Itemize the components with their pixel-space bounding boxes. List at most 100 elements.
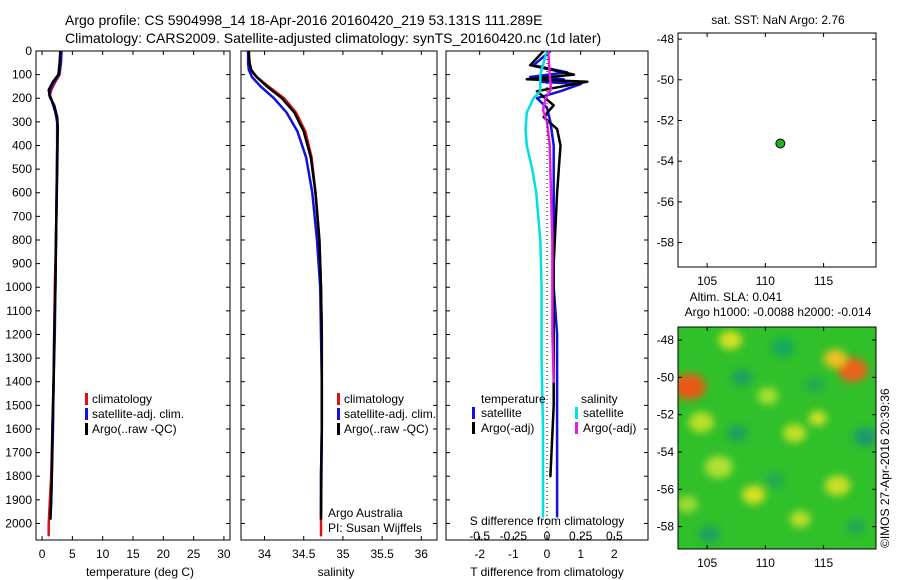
- legend-swatch-argo: [337, 423, 340, 435]
- sla-anomaly-patch: [688, 411, 715, 433]
- sla-anomaly-patch: [742, 485, 766, 505]
- legend-swatch-t-satellite: [472, 407, 475, 419]
- x-tick-label: 0: [39, 547, 46, 561]
- t-difference-x-axis-label: T difference from climatology: [470, 565, 624, 579]
- depth-tick-label: 0: [25, 44, 32, 58]
- legend-label-t-argo: Argo(-adj): [481, 421, 534, 435]
- depth-tick-label: 1900: [5, 493, 32, 507]
- legend-swatch-s-argo: [575, 422, 578, 434]
- depth-tick-label: 700: [12, 209, 32, 223]
- s-axis-tick-label: 0.25: [569, 529, 593, 543]
- sla-anomaly-patch: [804, 377, 824, 393]
- x-tick-label: 1: [577, 547, 584, 561]
- lon-tick-label: 115: [814, 274, 833, 288]
- lat-tick-label: -48: [657, 32, 675, 46]
- temperature-plot-frame: [35, 50, 231, 541]
- x-tick-label: 35: [336, 547, 350, 561]
- legend-title-temperature: temperature: [481, 392, 546, 406]
- depth-tick-label: 1200: [5, 327, 32, 341]
- legend-label-climatology: climatology: [92, 392, 152, 406]
- difference-legend: temperature salinity satellite Argo(-adj…: [472, 392, 636, 435]
- salinity-plot-frame: [240, 50, 438, 541]
- legend-swatch-t-argo: [472, 422, 475, 434]
- figure-title-line1: Argo profile: CS 5904998_14 18-Apr-2016 …: [65, 12, 542, 28]
- legend-swatch-satellite: [85, 408, 88, 420]
- legend-label-t-satellite: satellite: [481, 406, 522, 420]
- temperature-legend: climatology satellite-adj. clim. Argo(..…: [85, 392, 184, 436]
- sla-anomaly-patch: [824, 475, 851, 496]
- temperature-x-axis-label: temperature (deg C): [86, 565, 194, 579]
- depth-tick-label: 1400: [5, 375, 32, 389]
- series-line-temperature-argo-adj: [525, 51, 589, 478]
- depth-tick-label: 1700: [5, 446, 32, 460]
- sla-map-frame: [677, 326, 877, 550]
- s-axis-tick-label: -0.5: [469, 529, 490, 543]
- x-tick-label: -2: [474, 547, 485, 561]
- series-line-argo-raw-qc: [247, 51, 324, 520]
- argo-float-position-marker: [775, 138, 786, 149]
- x-tick-label: -1: [508, 547, 519, 561]
- legend-label-climatology: climatology: [344, 392, 404, 406]
- sst-map-panel: sat. SST: NaN Argo: 2.76 105 110 115 -48 -50…: [657, 13, 877, 288]
- sla-anomaly-patch: [837, 357, 868, 383]
- sla-map-subtitle: Argo h1000: -0.0088 h2000: -0.014: [685, 305, 872, 319]
- legend-swatch-s-satellite: [575, 407, 578, 419]
- series-line-salinity-satellite: [524, 51, 549, 518]
- sla-anomaly-patch: [808, 410, 828, 426]
- sla-anomaly-patch: [678, 495, 698, 513]
- lat-tick-label: -58: [657, 520, 675, 534]
- x-tick-label: 20: [157, 547, 171, 561]
- sla-anomaly-patch: [789, 510, 811, 528]
- sla-map-panel: Altim. SLA: 0.041 Argo h1000: -0.0088 h2…: [657, 290, 877, 570]
- depth-tick-label: 800: [12, 233, 32, 247]
- legend-title-salinity: salinity: [581, 392, 618, 406]
- pi-annotation: PI: Susan Wijffels: [328, 521, 422, 535]
- legend-label-s-satellite: satellite: [583, 406, 624, 420]
- sla-anomaly-patch: [698, 525, 720, 543]
- sla-anomaly-patch: [765, 472, 784, 488]
- x-tick-label: 10: [96, 547, 110, 561]
- lat-tick-label: -50: [657, 73, 675, 87]
- depth-tick-label: 900: [12, 257, 32, 271]
- depth-tick-label: 1300: [5, 351, 32, 365]
- sla-anomaly-patch: [771, 338, 795, 357]
- depth-tick-label: 1800: [5, 469, 32, 483]
- depth-tick-label: 300: [12, 115, 32, 129]
- x-tick-label: 34.5: [292, 547, 316, 561]
- lon-tick-label: 110: [756, 274, 775, 288]
- sla-anomaly-patch: [823, 349, 847, 369]
- s-axis-tick-label: -0.25: [500, 529, 528, 543]
- salinity-legend: climatology satellite-adj. clim. Argo(..…: [337, 392, 436, 436]
- salinity-x-axis-label: salinity: [318, 565, 355, 579]
- figure-title-line2: Climatology: CARS2009. Satellite-adjuste…: [65, 30, 601, 46]
- sla-anomaly-patch: [726, 424, 748, 442]
- lat-tick-label: -56: [657, 482, 675, 496]
- sla-anomaly-patch: [704, 455, 733, 479]
- legend-label-s-argo: Argo(-adj): [583, 421, 636, 435]
- lat-tick-label: -56: [657, 195, 675, 209]
- x-tick-label: 0: [544, 547, 551, 561]
- sst-map-frame: [677, 32, 877, 268]
- lon-tick-label: 115: [814, 556, 833, 570]
- lat-tick-label: -48: [657, 333, 675, 347]
- sst-map-title: sat. SST: NaN Argo: 2.76: [711, 13, 845, 27]
- salinity-profile-panel: 34 34.5 35 35.5 36 salinity climatology sate…: [240, 50, 438, 579]
- depth-tick-label: 400: [12, 138, 32, 152]
- legend-swatch-climatology: [85, 393, 88, 405]
- legend-label-argo: Argo(..raw -QC): [344, 422, 429, 436]
- x-tick-label: 15: [126, 547, 140, 561]
- series-line-salinity-argo-adj: [541, 51, 555, 383]
- legend-swatch-argo: [85, 423, 88, 435]
- depth-tick-label: 200: [12, 91, 32, 105]
- legend-swatch-climatology: [337, 393, 340, 405]
- temperature-profile-panel: 0 5 10 15 20 25 300100200300400500600700800900…: [5, 44, 231, 579]
- x-tick-label: 25: [187, 547, 201, 561]
- s-axis-tick-label: 0: [544, 529, 551, 543]
- series-line-satellite-adj-clim: [246, 51, 324, 516]
- lat-tick-label: -58: [657, 236, 675, 250]
- depth-tick-label: 500: [12, 162, 32, 176]
- depth-tick-label: 600: [12, 186, 32, 200]
- sla-anomaly-patch: [718, 330, 743, 350]
- legend-label-satellite: satellite-adj. clim.: [344, 407, 436, 421]
